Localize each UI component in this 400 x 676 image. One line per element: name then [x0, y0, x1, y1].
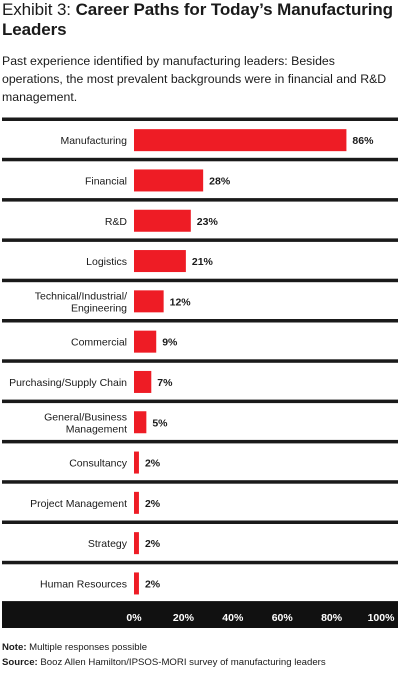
row-separator	[2, 560, 398, 565]
bar-value-label: 23%	[197, 216, 219, 228]
bar-value-label: 12%	[170, 296, 192, 308]
bar	[134, 370, 152, 393]
bar-value-label: 86%	[352, 135, 374, 147]
bar-value-label: 9%	[162, 337, 178, 349]
bar	[134, 451, 139, 474]
category-label: Logistics	[86, 256, 127, 268]
bar	[134, 330, 157, 353]
bar	[134, 169, 204, 192]
footnotes: Note: Multiple responses possible Source…	[2, 640, 398, 670]
row-separator	[2, 359, 398, 363]
category-label: Financial	[85, 175, 127, 187]
bar	[134, 250, 186, 273]
row-separator	[2, 520, 398, 524]
category-label: Project Management	[30, 498, 127, 510]
category-label: Manufacturing	[60, 135, 127, 147]
category-label: Consultancy	[69, 458, 128, 470]
bar	[134, 290, 164, 313]
x-axis-band	[2, 601, 398, 628]
chart-title: Career Paths for Today’s Manufacturing L…	[2, 0, 393, 39]
x-tick-label: 0%	[126, 612, 142, 624]
title-block: Exhibit 3: Career Paths for Today’s Manu…	[2, 0, 398, 40]
row-separator	[2, 198, 398, 202]
bar-value-label: 7%	[157, 377, 173, 389]
category-label: Commercial	[71, 337, 127, 349]
category-label: Strategy	[88, 538, 128, 550]
row-separator	[2, 278, 398, 283]
x-tick-label: 80%	[321, 612, 343, 624]
exhibit-title: Exhibit 3: Career Paths for Today’s Manu…	[2, 0, 398, 40]
bar-value-label: 5%	[152, 417, 168, 429]
category-label: Management	[66, 423, 127, 435]
bar	[134, 411, 147, 434]
chart-subtitle: Past experience identified by manufactur…	[2, 54, 387, 104]
note-text: Multiple responses possible	[26, 642, 148, 653]
bar	[134, 209, 191, 232]
bar-value-label: 2%	[145, 498, 161, 510]
category-label: Engineering	[71, 302, 127, 314]
row-separator	[2, 319, 398, 323]
x-tick-label: 60%	[272, 612, 294, 624]
x-tick-label: 100%	[368, 612, 396, 624]
source-label: Source:	[2, 657, 38, 668]
category-label: Technical/Industrial/	[35, 290, 127, 302]
row-separator	[2, 439, 398, 444]
row-separator	[2, 157, 398, 162]
bar-value-label: 28%	[209, 175, 231, 187]
category-label: General/Business	[44, 411, 127, 423]
source-text: Booz Allen Hamilton/IPSOS-MORI survey of…	[37, 657, 326, 668]
category-label: Purchasing/Supply Chain	[9, 377, 127, 389]
note-label: Note:	[2, 642, 27, 653]
exhibit-label: Exhibit 3:	[2, 0, 71, 19]
bar-value-label: 2%	[145, 458, 161, 470]
x-tick-label: 20%	[173, 612, 195, 624]
row-separator	[2, 117, 398, 121]
category-label: R&D	[105, 216, 128, 228]
bar	[134, 572, 139, 595]
row-separator	[2, 480, 398, 484]
bar	[134, 532, 139, 555]
bar-chart: 86% Manufacturing 28% Financial 23% R&D 21% Log…	[2, 117, 398, 628]
bar-value-label: 2%	[145, 538, 161, 550]
x-tick-label: 40%	[222, 612, 244, 624]
bar	[134, 491, 139, 514]
bar	[134, 129, 347, 152]
row-separator	[2, 238, 398, 242]
row-separator	[2, 399, 398, 404]
note-line: Note: Multiple responses possible	[2, 640, 398, 655]
source-line: Source: Booz Allen Hamilton/IPSOS-MORI s…	[2, 655, 398, 670]
bar-value-label: 21%	[192, 256, 214, 268]
bar-value-label: 2%	[145, 578, 161, 590]
category-label: Human Resources	[40, 578, 127, 590]
